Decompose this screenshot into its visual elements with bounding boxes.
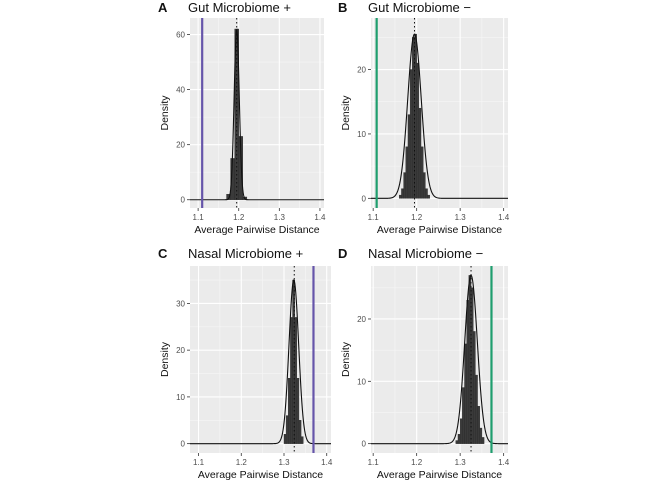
histogram-bar: [416, 62, 420, 199]
y-axis-label: Density: [159, 95, 171, 131]
histogram-bar: [427, 194, 430, 199]
histogram-bar: [462, 387, 465, 444]
y-axis-label: Density: [159, 341, 171, 377]
histogram-bar: [464, 343, 467, 444]
panel-d: 1.1 1.2 1.3 1.4 0 10 20 Average Pairwise Distan…: [338, 246, 510, 480]
density-curve: [190, 28, 324, 201]
x-tick-label: 1.2: [411, 213, 423, 222]
histogram-bar: [298, 420, 302, 444]
histogram-bar: [294, 317, 298, 444]
histogram-bar: [422, 172, 426, 199]
y-tick-label: 0: [362, 194, 367, 203]
histogram-bar: [288, 378, 291, 444]
histogram-bar: [466, 300, 470, 444]
plot-background: [371, 266, 508, 453]
histogram-bar: [418, 107, 422, 199]
y-tick-label: 60: [176, 31, 185, 40]
x-tick-label: 1.4: [498, 213, 510, 222]
x-axis-label: Average Pairwise Distance: [198, 469, 323, 480]
histogram-bar: [403, 172, 406, 199]
panel-letter: C: [158, 246, 168, 261]
y-tick-label: 10: [357, 130, 366, 139]
y-tick-label: 0: [362, 440, 367, 449]
x-tick-label: 1.3: [274, 213, 286, 222]
histogram-bar: [285, 415, 289, 444]
histogram-bar: [399, 194, 402, 199]
x-tick-label: 1.2: [236, 458, 248, 467]
y-axis-label: Density: [340, 95, 352, 131]
panel-title: Nasal Microbiome −: [368, 246, 483, 261]
histogram-bar: [479, 427, 483, 444]
y-tick-label: 10: [176, 393, 185, 402]
x-tick-label: 1.4: [314, 213, 326, 222]
density-curve: [190, 278, 331, 445]
histogram-bar: [477, 406, 480, 444]
y-tick-label: 20: [176, 346, 185, 355]
panel-c: 1.1 1.2 1.3 1.4 0 10 20 30 Average Pairwise Dist…: [158, 246, 333, 480]
y-tick-label: 0: [181, 196, 186, 205]
histogram-bar: [409, 69, 413, 199]
histogram-bar: [407, 114, 411, 199]
histogram-bar: [283, 434, 287, 444]
panel-title: Gut Microbiome +: [188, 0, 291, 15]
x-axis-label: Average Pairwise Distance: [194, 224, 319, 236]
panel-title: Gut Microbiome −: [368, 0, 471, 15]
x-tick-label: 1.3: [455, 213, 467, 222]
x-axis-label: Average Pairwise Distance: [377, 224, 502, 236]
x-tick-label: 1.1: [368, 458, 380, 467]
y-tick-label: 40: [176, 86, 185, 95]
y-tick-label: 20: [357, 66, 366, 75]
x-tick-label: 1.1: [368, 213, 380, 222]
histogram-bar: [300, 436, 304, 444]
x-tick-label: 1.2: [233, 213, 245, 222]
plot-background: [371, 18, 508, 208]
plot-background: [190, 18, 324, 208]
histogram-bar: [481, 437, 485, 444]
density-curve: [371, 274, 508, 445]
y-tick-label: 20: [357, 315, 366, 324]
panel-letter: D: [338, 246, 347, 261]
histogram-bar: [475, 374, 478, 444]
panel-a: 1.1 1.2 1.3 1.4 0 20 40 60 Average Pairwise Dist…: [158, 0, 326, 236]
histogram-bar: [296, 378, 300, 444]
x-tick-label: 1.3: [455, 458, 467, 467]
histogram-bar: [459, 418, 463, 444]
histogram-bar: [457, 434, 461, 444]
histogram-bar: [420, 146, 424, 199]
y-tick-label: 30: [176, 299, 185, 308]
y-tick-label: 10: [357, 377, 366, 386]
y-tick-label: 0: [181, 440, 186, 449]
x-tick-label: 1.1: [193, 458, 205, 467]
x-axis-label: Average Pairwise Distance: [377, 469, 502, 480]
panel-letter: B: [338, 0, 347, 15]
histogram-bar: [425, 188, 428, 199]
x-tick-label: 1.2: [411, 458, 423, 467]
panel-b: 1.1 1.2 1.3 1.4 0 10 20 Average Pairwise Distan…: [338, 0, 510, 236]
x-tick-label: 1.1: [193, 213, 205, 222]
x-tick-label: 1.4: [321, 458, 333, 467]
panel-letter: A: [158, 0, 168, 15]
plot-background: [190, 266, 331, 453]
histogram-bar: [455, 440, 459, 444]
y-axis-label: Density: [340, 341, 352, 377]
x-tick-label: 1.4: [498, 458, 510, 467]
histogram-bar: [401, 188, 404, 199]
histogram-bar: [473, 331, 476, 444]
density-curve: [371, 33, 508, 199]
panel-title: Nasal Microbiome +: [188, 246, 303, 261]
y-tick-label: 20: [176, 141, 185, 150]
x-tick-label: 1.3: [278, 458, 290, 467]
histogram-bar: [405, 146, 409, 199]
histogram-bar: [290, 317, 293, 444]
